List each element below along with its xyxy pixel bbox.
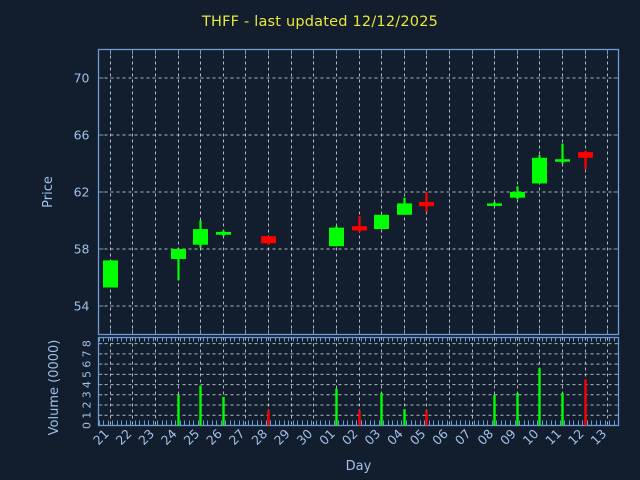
candle-03 <box>374 214 389 230</box>
candle-21 <box>103 260 118 288</box>
price-panel <box>97 48 620 336</box>
price-axis-title: Price <box>41 176 56 208</box>
candle-10 <box>532 154 547 184</box>
price-ytick-label: 58 <box>74 242 90 257</box>
x-tick-label: 28 <box>248 426 270 448</box>
candle-body <box>555 159 570 162</box>
volume-ytick-label: 1 <box>81 412 94 419</box>
volume-panel <box>97 336 620 427</box>
price-ytick-label: 66 <box>74 128 90 143</box>
candle-body <box>419 201 434 207</box>
x-tick-label: 09 <box>497 426 519 448</box>
candle-body <box>193 229 208 245</box>
volume-axis-title: Volume (0000) <box>47 340 62 436</box>
candle-02 <box>352 216 367 232</box>
x-tick-label: 07 <box>452 426 474 448</box>
price-ytick-label: 70 <box>74 71 90 86</box>
x-tick-label: 24 <box>158 426 180 448</box>
candle-body <box>171 249 186 259</box>
candle-05 <box>419 192 434 212</box>
candle-25 <box>193 220 208 248</box>
x-tick-label: 10 <box>520 426 542 448</box>
candle-12 <box>578 150 593 170</box>
x-tick-label: 13 <box>587 426 609 448</box>
candle-body <box>261 236 276 244</box>
x-tick-label: 01 <box>316 426 338 448</box>
x-tick-label: 08 <box>474 426 496 448</box>
x-tick-label: 11 <box>542 426 564 448</box>
price-ytick-label: 62 <box>74 185 90 200</box>
candle-08 <box>487 201 502 207</box>
candle-24 <box>171 249 186 281</box>
x-tick-label: 27 <box>226 426 248 448</box>
candle-body <box>103 260 118 288</box>
candle-11 <box>555 143 570 164</box>
x-tick-label: 03 <box>361 426 383 448</box>
volume-ytick-label: 0 <box>81 422 94 429</box>
volume-ytick-label: 5 <box>81 371 94 378</box>
candle-body <box>510 192 525 198</box>
volume-ytick-label: 2 <box>81 402 94 409</box>
x-tick-label: 04 <box>384 426 406 448</box>
volume-ytick-label: 3 <box>81 391 94 398</box>
candle-04 <box>397 197 412 215</box>
volume-ytick-label: 6 <box>81 361 94 368</box>
x-tick-label: 23 <box>135 426 157 448</box>
x-tick-label: 05 <box>407 426 429 448</box>
x-tick-label: 06 <box>429 426 451 448</box>
x-tick-label: 26 <box>203 426 225 448</box>
candle-body <box>487 203 502 206</box>
price-ytick-label: 54 <box>74 299 90 314</box>
candle-26 <box>216 230 231 237</box>
x-tick-label: 02 <box>339 426 361 448</box>
candle-body <box>352 226 367 231</box>
candle-body <box>216 231 231 235</box>
x-tick-label: 22 <box>113 426 135 448</box>
candle-28 <box>261 236 276 245</box>
volume-ytick-label: 8 <box>81 340 94 347</box>
x-tick-label: 25 <box>181 426 203 448</box>
x-tick-label: 30 <box>294 426 316 448</box>
candle-body <box>397 203 412 215</box>
candle-body <box>578 152 593 158</box>
x-axis-title: Day <box>346 459 372 474</box>
x-tick-label: 29 <box>271 426 293 448</box>
chart-title: THFF - last updated 12/12/2025 <box>201 14 439 30</box>
candle-body <box>532 157 547 184</box>
candle-01 <box>329 226 344 247</box>
candle-09 <box>510 186 525 200</box>
candle-body <box>329 227 344 247</box>
volume-ytick-label: 4 <box>81 381 94 388</box>
x-tick-label: 12 <box>565 426 587 448</box>
volume-ytick-label: 7 <box>81 350 94 357</box>
candle-body <box>374 214 389 230</box>
